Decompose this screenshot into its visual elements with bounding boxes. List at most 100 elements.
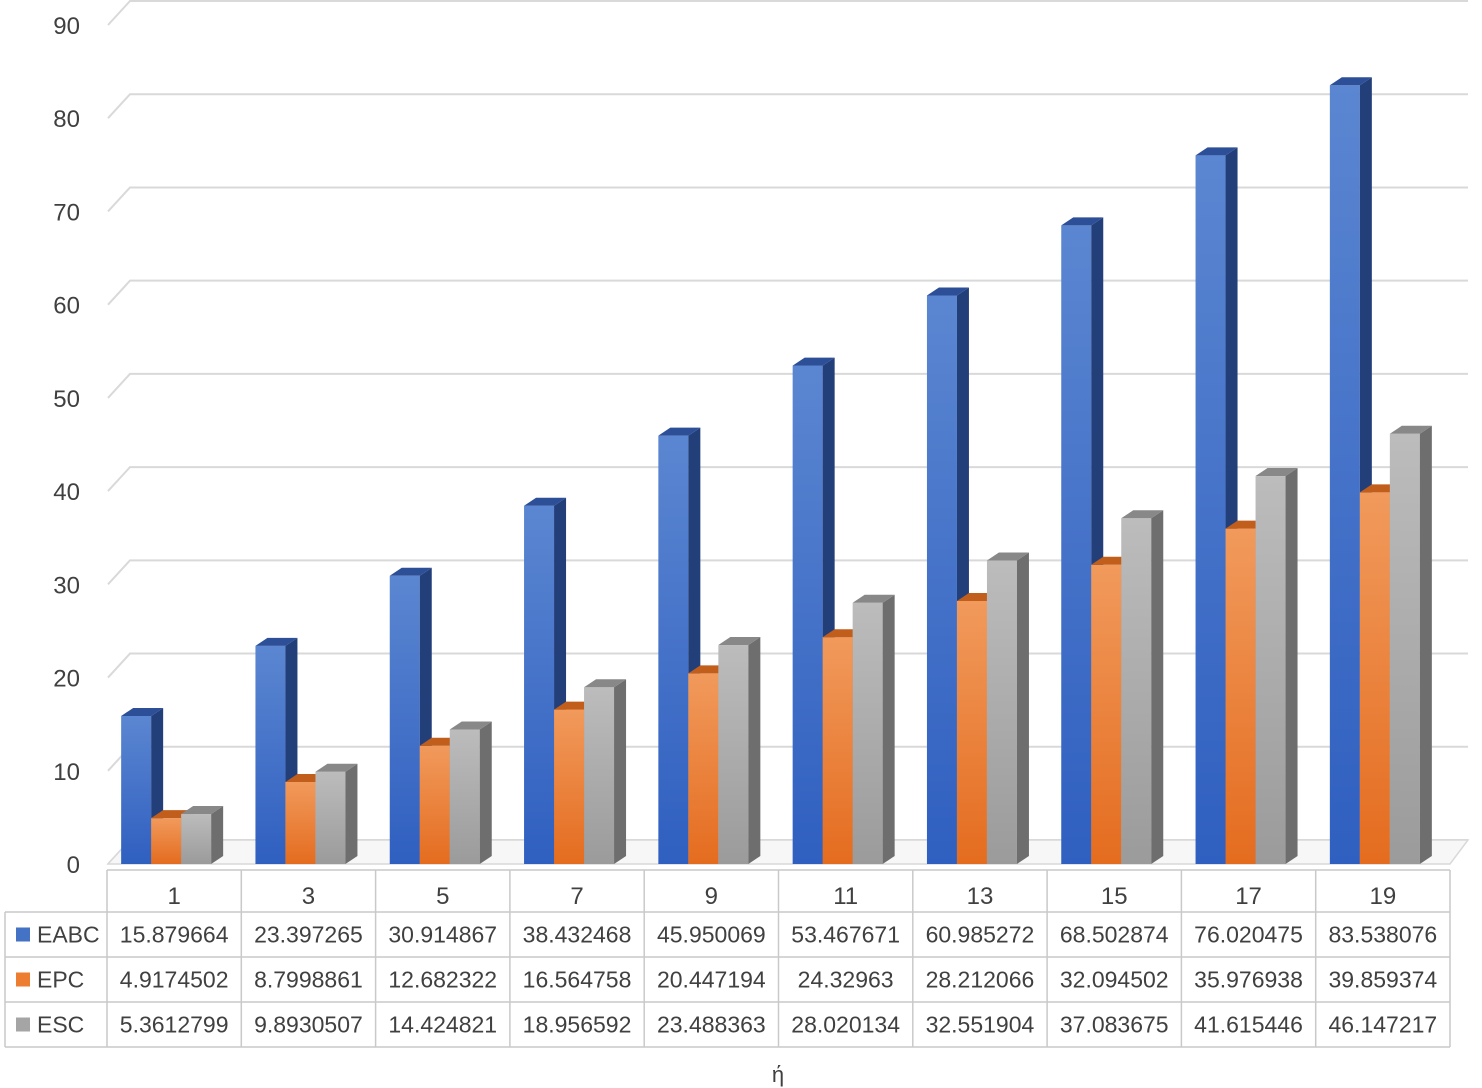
bar-front-face [926,295,957,864]
bar-eabc [255,637,298,864]
bar-side-face [614,679,627,864]
gridline [107,0,1468,26]
bar-eabc [1329,77,1372,864]
bar-front-face [1389,433,1420,864]
bar-side-face [1151,510,1164,864]
bar-esc [852,594,895,864]
data-table-cell: 24.32963 [798,967,894,993]
data-table-cell: 23.397265 [254,922,363,948]
bar-front-face [315,771,346,864]
data-table-cell: 45.950069 [657,922,766,948]
legend-key-epc [16,972,30,987]
bar-front-face [419,745,450,864]
bar-side-face [1016,552,1029,864]
data-table-cell: 20.447194 [657,967,766,993]
y-tick-label: 60 [53,293,80,320]
bar-eabc [389,567,432,864]
bar-front-face [1121,518,1152,864]
data-table-cell: 18.956592 [523,1012,632,1038]
bar-front-face [1329,85,1360,864]
data-table-cell: 53.467671 [791,922,900,948]
bar-side-face [748,637,761,864]
data-table-cell: 12.682322 [388,967,497,993]
data-table-cell: 60.985272 [926,922,1035,948]
data-table-cell: 83.538076 [1328,922,1437,948]
bar-side-face [1285,468,1298,864]
bar-top-face [121,707,164,716]
bar-front-face [792,365,823,864]
data-table-cell: 37.083675 [1060,1012,1169,1038]
gridline [107,466,1468,492]
bar-front-face [658,435,689,864]
bar-top-face [792,357,835,366]
bar-esc [718,637,761,864]
bar-front-face [389,575,420,864]
bar-top-face [315,763,358,772]
bar-esc [449,721,492,864]
x-tick-label: 17 [1235,883,1262,910]
y-tick-label: 80 [53,106,80,133]
bar-esc [181,806,224,864]
data-table-cell: 16.564758 [523,967,632,993]
gridline [107,279,1468,306]
x-tick-label: 11 [833,883,858,910]
bar-top-face [181,806,224,815]
bar-esc [1255,468,1298,864]
data-table-cell: 8.7998861 [254,967,363,993]
bar-front-face [255,645,286,864]
x-tick-label: 9 [705,883,718,910]
y-axis: 0 10 20 30 40 50 60 70 80 90 [53,13,80,879]
bar-top-face [718,637,761,646]
data-table-cell: 39.859374 [1328,967,1437,993]
bar-top-face [1255,468,1298,477]
bar-top-face [524,497,567,506]
gridline [107,93,1468,119]
bar-front-face [1091,564,1122,864]
data-table-cell: 32.551904 [926,1012,1035,1038]
data-table-cell: 9.8930507 [254,1012,363,1038]
bar-side-face [1419,425,1432,864]
bar-front-face [688,673,719,864]
bar-front-face [285,781,316,864]
bar-side-face [345,763,358,864]
bar-front-face [718,645,749,864]
bar-esc [986,552,1029,864]
bar-front-face [584,687,615,864]
legend-label: EABC [37,922,100,948]
bar-front-face [1225,528,1256,864]
data-table-cell: 68.502874 [1060,922,1169,948]
bar-epc [1359,484,1402,864]
gridlines [107,0,1468,865]
data-table-cell: 30.914867 [388,922,497,948]
bar-top-face [584,679,627,688]
bar-front-face [1061,225,1092,864]
y-tick-label: 0 [67,852,80,879]
bar-top-face [1389,425,1432,434]
bar-esc [1389,425,1432,864]
data-table-cell: 35.976938 [1194,967,1303,993]
legend-key-eabc [16,927,30,942]
bar-eabc [1061,217,1104,864]
x-tick-label: 15 [1101,883,1128,910]
data-table-cell: 38.432468 [523,922,632,948]
gridline [107,372,1468,399]
bar-top-face [1195,147,1238,156]
x-tick-label: 7 [570,883,583,910]
y-tick-label: 10 [53,759,80,786]
bar-esc [315,763,358,864]
bar-front-face [956,601,987,864]
bar-side-face [479,721,492,864]
legend-key-esc [16,1017,30,1032]
bar-front-face [986,560,1017,864]
bar-top-face [389,567,432,576]
gridline [107,186,1468,213]
bar-front-face [822,637,853,864]
bar-esc [1121,510,1164,864]
y-tick-label: 30 [53,572,80,599]
y-tick-label: 90 [53,13,80,40]
x-tick-label: 1 [167,883,180,910]
legend-label: EPC [37,967,84,993]
bar-top-face [658,427,701,436]
bar-front-face [1195,155,1226,864]
